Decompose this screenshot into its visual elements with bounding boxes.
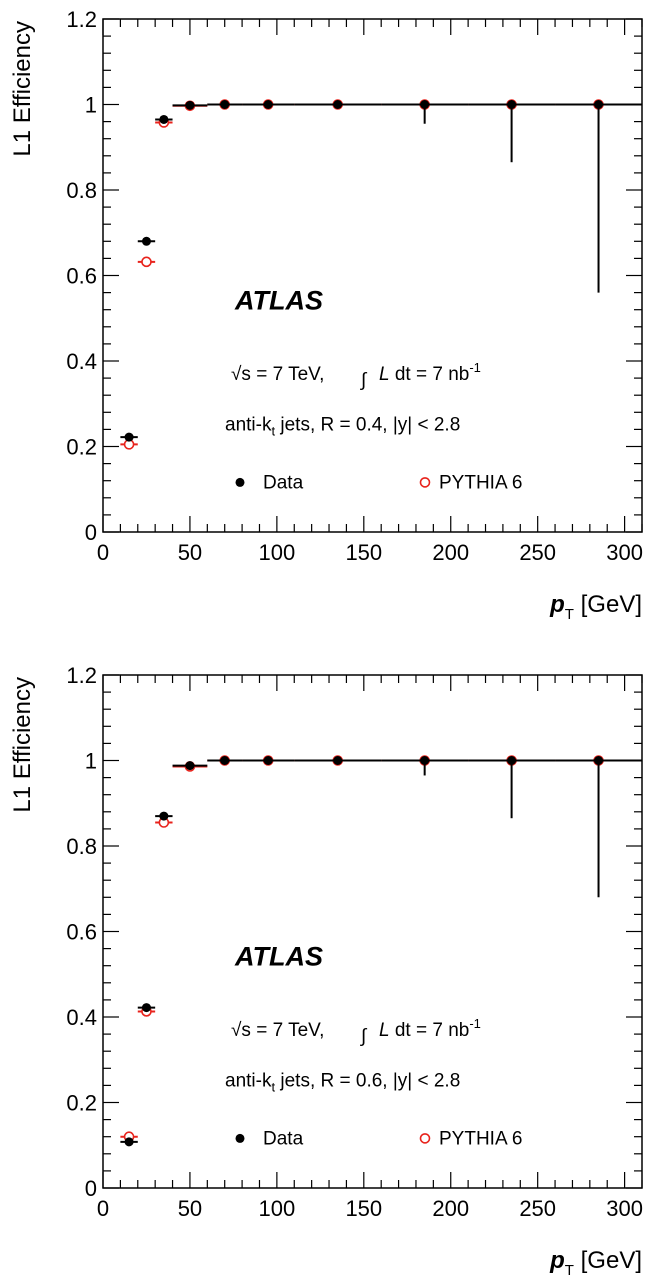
y-tick-label: 1 bbox=[85, 749, 97, 774]
data-point bbox=[124, 1137, 134, 1147]
data-point bbox=[594, 100, 604, 109]
y-tick-label: 1.2 bbox=[66, 7, 97, 32]
data-point bbox=[141, 1003, 151, 1013]
x-tick-label: 300 bbox=[606, 1196, 643, 1221]
plot-frame bbox=[102, 18, 643, 533]
x-tick-label: 100 bbox=[259, 1196, 296, 1221]
data-point bbox=[263, 100, 273, 109]
y-tick-label: 0 bbox=[85, 520, 97, 545]
y-tick-label: 0.6 bbox=[66, 920, 97, 945]
legend-pythia-label: PYTHIA 6 bbox=[439, 1128, 522, 1149]
data-point bbox=[333, 756, 343, 765]
jets-algo: anti-k bbox=[225, 1070, 272, 1091]
legend-data-label: Data bbox=[263, 472, 304, 493]
jets-algo: anti-k bbox=[225, 414, 272, 435]
x-tick-label: 0 bbox=[97, 1196, 109, 1221]
energy-label: √s = 7 TeV, bbox=[231, 1020, 324, 1041]
legend-data-label: Data bbox=[263, 1128, 304, 1149]
x-axis-title-sub: T bbox=[565, 1262, 574, 1279]
y-tick-label: 1.2 bbox=[66, 663, 97, 688]
lumi-symbol: L bbox=[379, 364, 390, 385]
lumi-label: L dt = 7 nb-1 bbox=[379, 1016, 481, 1041]
x-tick-label: 100 bbox=[259, 540, 296, 565]
x-axis-title-main: p bbox=[549, 1247, 565, 1274]
data-point bbox=[185, 761, 195, 771]
atlas-label: ATLAS bbox=[234, 286, 323, 316]
integral-sign: ∫ bbox=[360, 1026, 368, 1047]
x-tick-label: 200 bbox=[432, 540, 469, 565]
integral-sign: ∫ bbox=[360, 370, 368, 391]
jets-algo-sub: t bbox=[271, 423, 275, 438]
x-axis-title-sub: T bbox=[565, 606, 574, 623]
x-tick-label: 250 bbox=[519, 540, 556, 565]
data-point bbox=[263, 756, 273, 765]
y-tick-label: 0.2 bbox=[66, 435, 97, 460]
data-point bbox=[220, 756, 230, 765]
x-axis-title-unit: [GeV] bbox=[574, 591, 642, 618]
jets-label: anti-kt jets, R = 0.6, |y| < 2.8 bbox=[225, 1070, 460, 1094]
jets-label: anti-kt jets, R = 0.4, |y| < 2.8 bbox=[225, 414, 460, 438]
plot-frame bbox=[102, 674, 643, 1189]
lumi-sup: -1 bbox=[469, 360, 481, 375]
legend-pythia-marker bbox=[419, 477, 431, 488]
y-axis-title: L1 Efficiency bbox=[9, 21, 36, 157]
data-point bbox=[159, 811, 169, 821]
y-tick-label: 0.2 bbox=[66, 1091, 97, 1116]
data-point bbox=[420, 100, 430, 109]
y-tick-label: 0.4 bbox=[66, 1005, 97, 1030]
y-axis-title: L1 Efficiency bbox=[9, 677, 36, 813]
x-tick-label: 300 bbox=[606, 540, 643, 565]
y-tick-label: 0.4 bbox=[66, 349, 97, 374]
atlas-label: ATLAS bbox=[234, 942, 323, 972]
x-tick-label: 150 bbox=[345, 540, 382, 565]
y-tick-label: 0.8 bbox=[66, 178, 97, 203]
legend-data-marker bbox=[235, 477, 245, 487]
pythia-point bbox=[141, 256, 152, 268]
lumi-label: L dt = 7 nb-1 bbox=[379, 360, 481, 385]
y-tick-label: 0.8 bbox=[66, 834, 97, 859]
data-point bbox=[159, 114, 169, 124]
x-tick-label: 200 bbox=[432, 1196, 469, 1221]
x-axis-title: pT [GeV] bbox=[549, 1247, 642, 1279]
x-axis-title: pT [GeV] bbox=[549, 591, 642, 623]
x-tick-label: 250 bbox=[519, 1196, 556, 1221]
energy-label: √s = 7 TeV, bbox=[231, 364, 324, 385]
y-tick-label: 0 bbox=[85, 1176, 97, 1201]
chart-panel-2: 0 50 100 150 200 250 300 0 0.2 0.4 0.6 0.8 1 1.2 L1 Ef… bbox=[9, 663, 643, 1279]
legend-pythia-marker bbox=[419, 1133, 431, 1144]
data-point bbox=[124, 432, 134, 442]
data-point bbox=[141, 236, 151, 246]
lumi-sup: -1 bbox=[469, 1016, 481, 1031]
y-tick-label: 1 bbox=[85, 93, 97, 118]
lumi-value: dt = 7 nb bbox=[390, 1020, 470, 1041]
chart-panel-1: 0 50 100 150 200 250 300 0 0.2 0.4 0.6 0.8 1 1.2 L1 Ef… bbox=[9, 7, 643, 623]
x-axis-title-unit: [GeV] bbox=[574, 1247, 642, 1274]
data-point bbox=[333, 100, 343, 109]
lumi-symbol: L bbox=[379, 1020, 390, 1041]
jets-params: jets, R = 0.6, |y| < 2.8 bbox=[275, 1070, 460, 1091]
x-tick-label: 150 bbox=[345, 1196, 382, 1221]
data-point bbox=[507, 100, 517, 109]
data-point bbox=[420, 756, 430, 765]
legend-data-marker bbox=[235, 1133, 245, 1143]
x-tick-label: 50 bbox=[178, 1196, 202, 1221]
jets-algo-sub: t bbox=[271, 1079, 275, 1094]
data-point bbox=[185, 100, 195, 110]
data-point bbox=[507, 756, 517, 765]
legend-pythia-label: PYTHIA 6 bbox=[439, 472, 522, 493]
x-tick-label: 0 bbox=[97, 540, 109, 565]
y-tick-label: 0.6 bbox=[66, 264, 97, 289]
jets-params: jets, R = 0.4, |y| < 2.8 bbox=[275, 414, 460, 435]
lumi-value: dt = 7 nb bbox=[390, 364, 470, 385]
x-tick-label: 50 bbox=[178, 540, 202, 565]
x-axis-title-main: p bbox=[549, 591, 565, 618]
data-point bbox=[594, 756, 604, 765]
data-point bbox=[220, 100, 230, 109]
